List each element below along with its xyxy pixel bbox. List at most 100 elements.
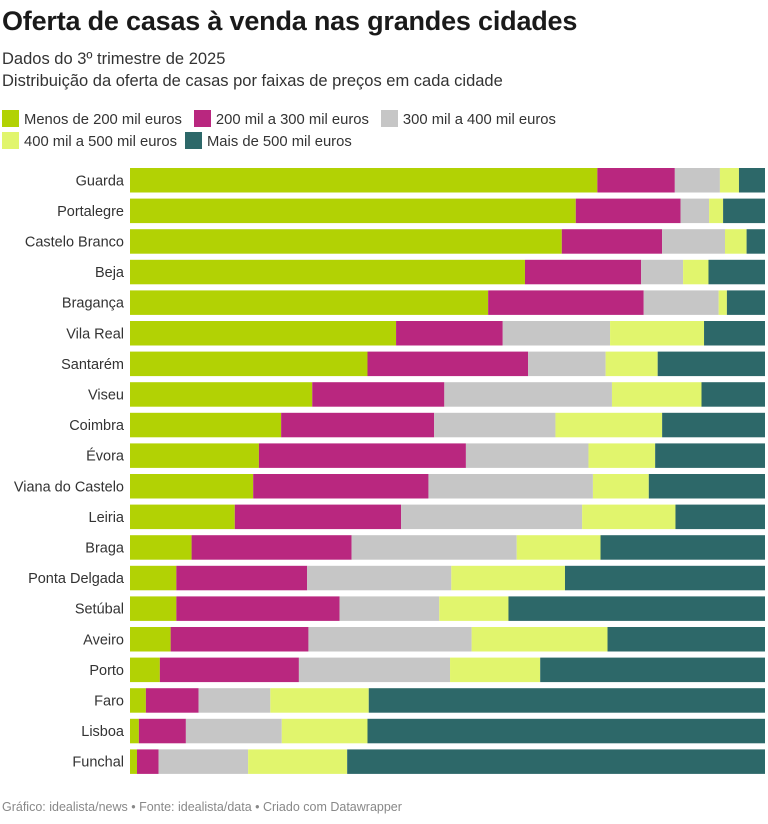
bar-segment-mais-de-500-mil-euros[interactable]: [662, 412, 765, 438]
bar-segment-mais-de-500-mil-euros[interactable]: [726, 290, 765, 315]
bar-segment-menos-de-200-mil-euros[interactable]: [130, 718, 139, 744]
bar-segment-mais-de-500-mil-euros[interactable]: [367, 718, 765, 744]
bar-segment-mais-de-500-mil-euros[interactable]: [746, 229, 765, 254]
bar-segment-300-mil-a-400-mil-euros[interactable]: [680, 198, 710, 224]
bar-segment-200-mil-a-300-mil-euros[interactable]: [145, 688, 199, 713]
bar-segment-200-mil-a-300-mil-euros[interactable]: [234, 504, 402, 530]
bar-segment-200-mil-a-300-mil-euros[interactable]: [253, 474, 429, 499]
bar-segment-200-mil-a-300-mil-euros[interactable]: [159, 657, 299, 683]
bar-segment-300-mil-a-400-mil-euros[interactable]: [198, 688, 271, 713]
bar-segment-menos-de-200-mil-euros[interactable]: [130, 351, 368, 377]
bar-segment-menos-de-200-mil-euros[interactable]: [130, 688, 146, 713]
bar-segment-menos-de-200-mil-euros[interactable]: [130, 259, 525, 285]
bar-segment-300-mil-a-400-mil-euros[interactable]: [339, 596, 440, 621]
bar-segment-300-mil-a-400-mil-euros[interactable]: [528, 351, 606, 377]
bar-segment-mais-de-500-mil-euros[interactable]: [655, 443, 766, 468]
bar-segment-menos-de-200-mil-euros[interactable]: [130, 198, 576, 224]
bar-segment-300-mil-a-400-mil-euros[interactable]: [307, 565, 452, 591]
bar-segment-menos-de-200-mil-euros[interactable]: [130, 627, 171, 652]
bar-segment-mais-de-500-mil-euros[interactable]: [738, 168, 765, 193]
bar-segment-300-mil-a-400-mil-euros[interactable]: [158, 749, 249, 774]
bar-segment-400-mil-a-500-mil-euros[interactable]: [683, 259, 709, 285]
bar-segment-mais-de-500-mil-euros[interactable]: [701, 382, 766, 407]
bar-segment-menos-de-200-mil-euros[interactable]: [130, 168, 598, 193]
bar-segment-menos-de-200-mil-euros[interactable]: [130, 474, 254, 499]
bar-segment-mais-de-500-mil-euros[interactable]: [564, 565, 766, 591]
bar-segment-200-mil-a-300-mil-euros[interactable]: [488, 290, 644, 315]
bar-segment-300-mil-a-400-mil-euros[interactable]: [298, 657, 451, 683]
bar-segment-200-mil-a-300-mil-euros[interactable]: [170, 627, 309, 652]
bar-segment-400-mil-a-500-mil-euros[interactable]: [582, 504, 676, 530]
bar-segment-400-mil-a-500-mil-euros[interactable]: [281, 718, 368, 744]
bar-segment-400-mil-a-500-mil-euros[interactable]: [725, 229, 747, 254]
bar-segment-menos-de-200-mil-euros[interactable]: [130, 412, 282, 438]
bar-segment-400-mil-a-500-mil-euros[interactable]: [516, 535, 601, 560]
bar-segment-menos-de-200-mil-euros[interactable]: [130, 443, 259, 468]
bar-segment-menos-de-200-mil-euros[interactable]: [130, 565, 177, 591]
bar-segment-mais-de-500-mil-euros[interactable]: [657, 351, 765, 377]
bar-segment-mais-de-500-mil-euros[interactable]: [508, 596, 765, 621]
bar-segment-300-mil-a-400-mil-euros[interactable]: [502, 321, 611, 346]
bar-segment-400-mil-a-500-mil-euros[interactable]: [439, 596, 509, 621]
bar-segment-300-mil-a-400-mil-euros[interactable]: [308, 627, 472, 652]
bar-segment-300-mil-a-400-mil-euros[interactable]: [643, 290, 719, 315]
bar-segment-mais-de-500-mil-euros[interactable]: [675, 504, 765, 530]
bar-segment-300-mil-a-400-mil-euros[interactable]: [465, 443, 589, 468]
bar-segment-400-mil-a-500-mil-euros[interactable]: [248, 749, 348, 774]
bar-segment-mais-de-500-mil-euros[interactable]: [347, 749, 765, 774]
bar-segment-mais-de-500-mil-euros[interactable]: [600, 535, 765, 560]
bar-segment-400-mil-a-500-mil-euros[interactable]: [451, 565, 565, 591]
bar-segment-200-mil-a-300-mil-euros[interactable]: [396, 321, 503, 346]
bar-segment-300-mil-a-400-mil-euros[interactable]: [401, 504, 583, 530]
bar-segment-200-mil-a-300-mil-euros[interactable]: [367, 351, 529, 377]
bar-segment-mais-de-500-mil-euros[interactable]: [540, 657, 765, 683]
bar-segment-menos-de-200-mil-euros[interactable]: [130, 290, 489, 315]
bar-segment-400-mil-a-500-mil-euros[interactable]: [709, 198, 724, 224]
bar-segment-300-mil-a-400-mil-euros[interactable]: [641, 259, 684, 285]
bar-segment-mais-de-500-mil-euros[interactable]: [708, 259, 765, 285]
bar-segment-mais-de-500-mil-euros[interactable]: [607, 627, 765, 652]
bar-segment-200-mil-a-300-mil-euros[interactable]: [575, 198, 681, 224]
bar-segment-400-mil-a-500-mil-euros[interactable]: [450, 657, 541, 683]
bar-segment-400-mil-a-500-mil-euros[interactable]: [610, 321, 705, 346]
bar-segment-400-mil-a-500-mil-euros[interactable]: [270, 688, 369, 713]
bar-segment-200-mil-a-300-mil-euros[interactable]: [312, 382, 445, 407]
bar-segment-200-mil-a-300-mil-euros[interactable]: [176, 565, 308, 591]
bar-segment-200-mil-a-300-mil-euros[interactable]: [138, 718, 186, 744]
bar-segment-300-mil-a-400-mil-euros[interactable]: [434, 412, 556, 438]
bar-segment-300-mil-a-400-mil-euros[interactable]: [662, 229, 725, 254]
bar-segment-300-mil-a-400-mil-euros[interactable]: [351, 535, 517, 560]
bar-segment-mais-de-500-mil-euros[interactable]: [648, 474, 765, 499]
bar-segment-300-mil-a-400-mil-euros[interactable]: [185, 718, 282, 744]
bar-segment-400-mil-a-500-mil-euros[interactable]: [605, 351, 658, 377]
bar-segment-200-mil-a-300-mil-euros[interactable]: [191, 535, 352, 560]
bar-segment-menos-de-200-mil-euros[interactable]: [130, 504, 235, 530]
bar-segment-menos-de-200-mil-euros[interactable]: [130, 382, 313, 407]
bar-segment-menos-de-200-mil-euros[interactable]: [130, 229, 562, 254]
bar-segment-menos-de-200-mil-euros[interactable]: [130, 657, 160, 683]
bar-segment-400-mil-a-500-mil-euros[interactable]: [471, 627, 608, 652]
bar-segment-300-mil-a-400-mil-euros[interactable]: [444, 382, 612, 407]
bar-segment-400-mil-a-500-mil-euros[interactable]: [719, 168, 739, 193]
bar-segment-300-mil-a-400-mil-euros[interactable]: [428, 474, 593, 499]
bar-segment-menos-de-200-mil-euros[interactable]: [130, 535, 192, 560]
bar-segment-200-mil-a-300-mil-euros[interactable]: [561, 229, 663, 254]
bar-segment-mais-de-500-mil-euros[interactable]: [368, 688, 765, 713]
bar-segment-mais-de-500-mil-euros[interactable]: [723, 198, 765, 224]
bar-segment-300-mil-a-400-mil-euros[interactable]: [674, 168, 720, 193]
bar-segment-200-mil-a-300-mil-euros[interactable]: [281, 412, 435, 438]
bar-segment-400-mil-a-500-mil-euros[interactable]: [592, 474, 649, 499]
bar-segment-menos-de-200-mil-euros[interactable]: [130, 749, 137, 774]
bar-segment-400-mil-a-500-mil-euros[interactable]: [588, 443, 656, 468]
bar-segment-200-mil-a-300-mil-euros[interactable]: [136, 749, 159, 774]
bar-segment-200-mil-a-300-mil-euros[interactable]: [524, 259, 642, 285]
bar-segment-menos-de-200-mil-euros[interactable]: [130, 596, 177, 621]
bar-segment-400-mil-a-500-mil-euros[interactable]: [718, 290, 727, 315]
bar-segment-400-mil-a-500-mil-euros[interactable]: [555, 412, 663, 438]
bar-segment-200-mil-a-300-mil-euros[interactable]: [258, 443, 466, 468]
bar-segment-200-mil-a-300-mil-euros[interactable]: [597, 168, 675, 193]
bar-segment-200-mil-a-300-mil-euros[interactable]: [176, 596, 340, 621]
bar-segment-400-mil-a-500-mil-euros[interactable]: [611, 382, 702, 407]
bar-segment-mais-de-500-mil-euros[interactable]: [704, 321, 765, 346]
bar-segment-menos-de-200-mil-euros[interactable]: [130, 321, 397, 346]
